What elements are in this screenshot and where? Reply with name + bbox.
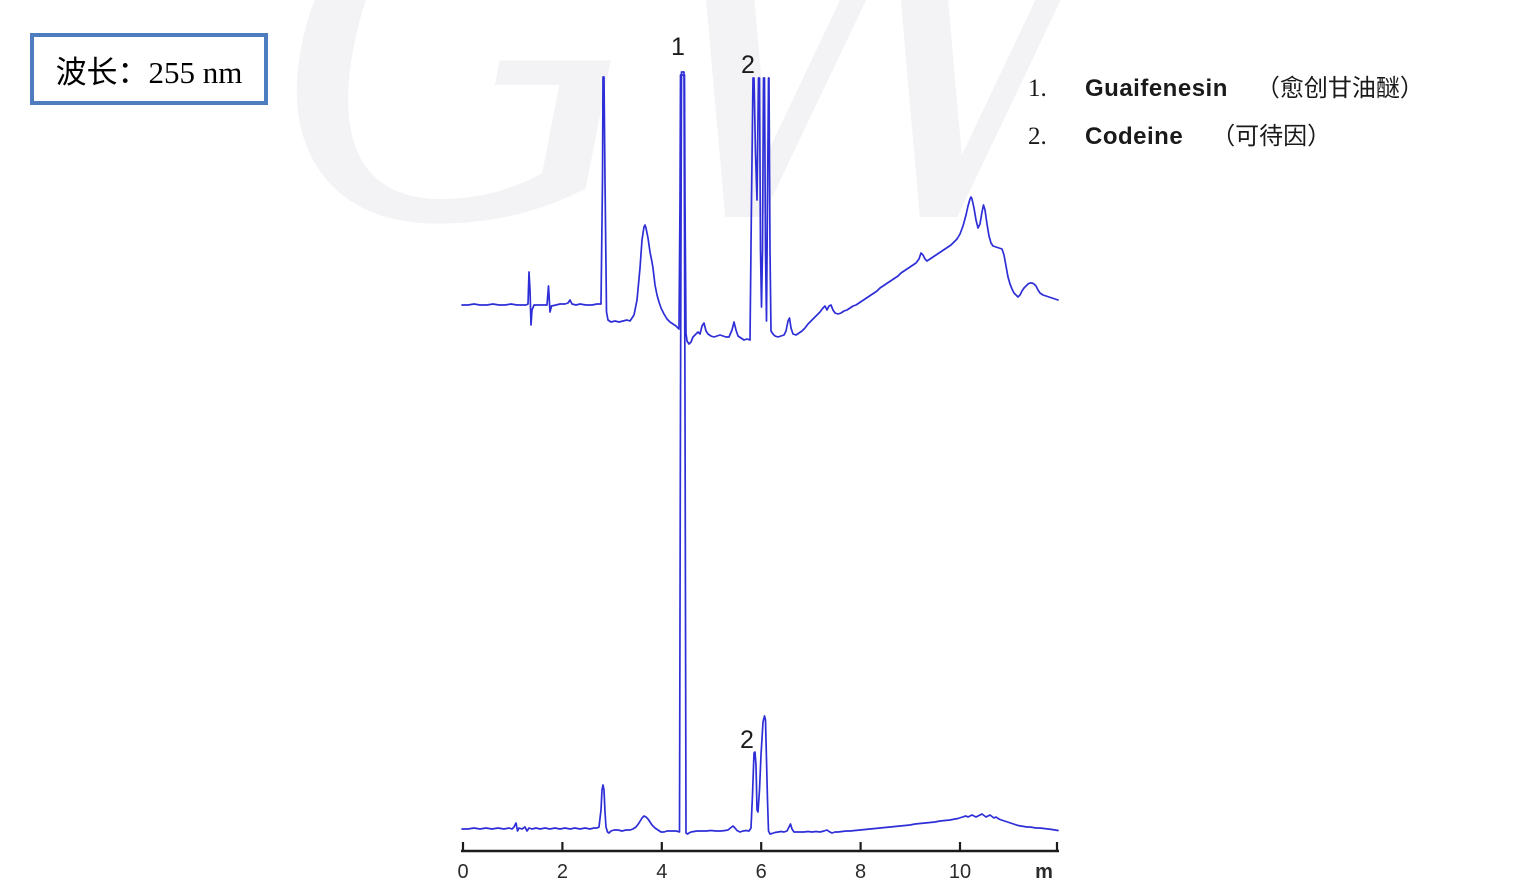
x-axis-tick-label: 6 [756,861,767,883]
legend-item-guaifenesin: 1. Guaifenesin （愈创甘油醚） [1028,68,1424,116]
legend-compound-name: Codeine [1085,123,1184,150]
x-axis-tick-label: 0 [457,861,468,883]
x-axis-tick-label: 10 [949,861,971,883]
legend-number: 2. [1028,123,1047,150]
legend-compound-name: Guaifenesin [1085,75,1228,102]
bottom-trace-line [461,71,1059,835]
peak-label-1: 1 [671,33,685,61]
top-trace-line [461,74,1059,345]
x-axis-tick-label: 8 [855,861,866,883]
wavelength-label: 波长：255 nm [55,54,243,90]
x-axis-tick-label: 2 [557,861,568,883]
legend-compound-chinese: （愈创甘油醚） [1255,76,1424,102]
peak-label-2: 2 [740,726,754,754]
legend-compound-chinese: （可待因） [1211,124,1332,150]
peak-legend: 1. Guaifenesin （愈创甘油醚） 2. Codeine （可待因） [1028,68,1424,164]
wavelength-label-box: 波长：255 nm [30,33,268,105]
legend-item-codeine: 2. Codeine （可待因） [1028,116,1424,164]
peak-label-2: 2 [741,51,755,79]
x-axis-tick-label: 4 [656,861,667,883]
x-axis-unit-label: m [1035,861,1053,883]
legend-number: 1. [1028,75,1047,102]
